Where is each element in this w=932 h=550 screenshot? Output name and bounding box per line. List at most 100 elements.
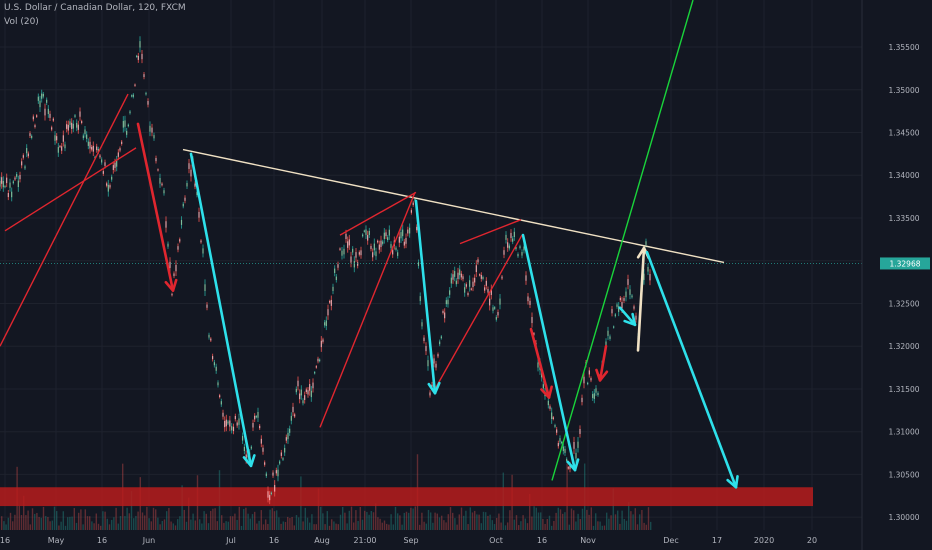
volume-bar [650, 521, 652, 530]
volume-bar [207, 523, 210, 530]
volume-bar [47, 516, 49, 530]
volume-bar [291, 516, 293, 530]
volume-bar [56, 511, 58, 530]
volume-bar [133, 518, 135, 530]
volume-bar [423, 521, 425, 530]
volume-bar [3, 521, 5, 530]
trendline-red-top-left[interactable] [0, 93, 129, 347]
volume-bar [199, 519, 201, 530]
volume-bar [342, 507, 344, 530]
y-tick-label: 1.35000 [888, 86, 919, 95]
volume-bar [542, 519, 544, 530]
trendline-red-sep-oct[interactable] [434, 234, 523, 390]
volume-bar [36, 512, 38, 530]
volume-bar [474, 510, 476, 530]
volume-bar [243, 509, 245, 530]
symbol-title[interactable]: U.S. Dollar / Canadian Dollar, 120, FXCM [4, 3, 186, 13]
arrows [136, 122, 739, 489]
last-price-label: 1.32968 [889, 259, 920, 268]
volume-bar [53, 506, 56, 530]
volume-bar [42, 506, 45, 530]
trendline-red-aug[interactable] [319, 192, 416, 428]
time-axis[interactable]: 16 May 16 Jun Jul 16 Aug 21:00 Sep Oct 16 Nov Dec 17 2… [0, 536, 817, 545]
trendline-red-left[interactable] [4, 147, 137, 232]
volume-bar [179, 516, 181, 530]
volume-bar [212, 508, 214, 530]
arrow-cyan-jun[interactable] [189, 152, 256, 468]
volume-bar [386, 523, 388, 530]
volume-bar [238, 506, 240, 530]
volume-bar [612, 488, 614, 530]
volume-bar [106, 518, 108, 530]
volume-bar [271, 508, 273, 530]
volume-bar [245, 507, 247, 530]
volume-bar [203, 511, 205, 530]
arrow-cyan-sep[interactable] [414, 199, 441, 395]
volume-bar [454, 518, 456, 530]
volume-bar [12, 521, 14, 530]
volume-bar [20, 514, 23, 530]
volume-bar [100, 525, 102, 530]
y-tick-label: 1.34000 [888, 171, 919, 180]
volume-bar [463, 515, 465, 530]
last-price-badge [880, 257, 930, 270]
volume-bar [489, 514, 491, 530]
volume-bar [49, 521, 51, 530]
price-axis[interactable]: 1.30000 1.30500 1.31000 1.31500 1.32000 1.325… [880, 43, 930, 522]
arrow-red-oct[interactable] [529, 327, 553, 399]
volume-bar [265, 519, 267, 530]
x-tick-label: 21:00 [353, 536, 376, 545]
volume-bar [293, 525, 295, 530]
volume-bar [500, 522, 502, 530]
volume-bar [597, 521, 599, 530]
volume-bar [1, 516, 3, 530]
volume-bar [210, 510, 212, 530]
volume-bar [394, 506, 397, 530]
grid [0, 0, 862, 530]
volume-bar [333, 521, 335, 530]
volume-bar [45, 516, 47, 530]
volume-bar [471, 512, 474, 530]
volume-bar [280, 523, 282, 530]
volume-bar [504, 525, 507, 530]
volume-bar [432, 522, 434, 530]
trendline-green[interactable] [551, 0, 694, 481]
y-tick-label: 1.30000 [888, 513, 919, 522]
volume-bar [29, 524, 31, 530]
arrow-red-oct-head [540, 385, 553, 399]
volume-bar [557, 507, 559, 530]
volume-bar [124, 516, 126, 530]
volume-bar [269, 509, 271, 530]
volume-bar [621, 510, 623, 530]
volume-bar [166, 511, 168, 530]
support-zone [0, 487, 813, 507]
volume-bar [40, 517, 42, 530]
volume-bar [69, 516, 71, 530]
arrow-cyan-oct[interactable] [521, 233, 580, 472]
volume-bar [599, 521, 601, 530]
trendline-red-oct[interactable] [459, 219, 522, 245]
arrow-red-jun[interactable] [136, 122, 178, 292]
arrow-cyan-sep-shaft [414, 199, 437, 395]
arrow-red-nov[interactable] [595, 344, 609, 382]
volume-bar [273, 511, 276, 530]
resistance-line[interactable] [182, 148, 725, 264]
y-tick-label: 1.31000 [888, 428, 919, 437]
trendline-red-sep[interactable] [339, 191, 417, 236]
volume-bar [148, 518, 150, 530]
volume-bar [419, 524, 421, 530]
volume-bar [260, 510, 262, 530]
volume-bar [515, 515, 518, 530]
support-zone-rect[interactable] [0, 487, 813, 507]
volume-bar [331, 519, 333, 530]
volume-bar [647, 507, 650, 530]
volume-bar [447, 514, 449, 530]
volume-bar [467, 524, 469, 530]
volume-bar [317, 488, 320, 530]
volume-bar [577, 513, 579, 530]
volume-bar [7, 517, 9, 530]
volume-bar [628, 502, 630, 530]
arrow-cyan-projection[interactable] [645, 250, 739, 489]
arrow-cyan-nov[interactable] [618, 306, 637, 327]
